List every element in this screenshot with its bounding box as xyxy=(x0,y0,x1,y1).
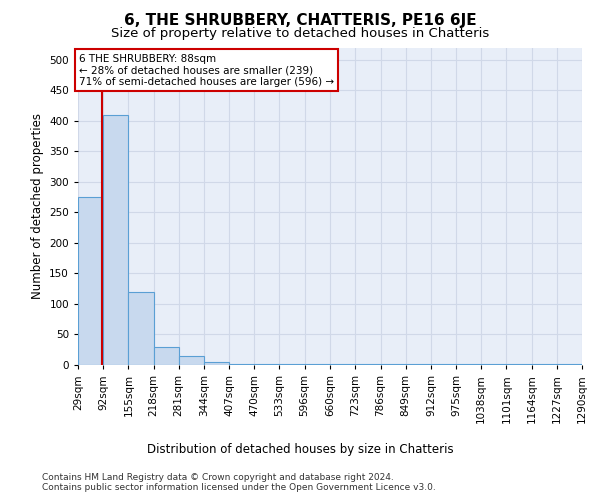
Bar xyxy=(532,364,557,365)
Text: Size of property relative to detached houses in Chatteris: Size of property relative to detached ho… xyxy=(111,28,489,40)
Bar xyxy=(380,364,406,365)
Bar xyxy=(179,356,204,365)
Bar xyxy=(204,362,229,365)
Y-axis label: Number of detached properties: Number of detached properties xyxy=(31,114,44,299)
Bar xyxy=(154,346,179,365)
Bar xyxy=(128,292,154,365)
Text: Contains HM Land Registry data © Crown copyright and database right 2024.
Contai: Contains HM Land Registry data © Crown c… xyxy=(42,472,436,492)
Bar xyxy=(456,364,481,365)
Text: 6, THE SHRUBBERY, CHATTERIS, PE16 6JE: 6, THE SHRUBBERY, CHATTERIS, PE16 6JE xyxy=(124,12,476,28)
Bar xyxy=(481,364,506,365)
Bar xyxy=(355,364,380,365)
Bar xyxy=(305,364,330,365)
Bar xyxy=(254,364,280,365)
Bar xyxy=(280,364,305,365)
Bar xyxy=(229,364,254,365)
Bar xyxy=(431,364,456,365)
Text: 6 THE SHRUBBERY: 88sqm
← 28% of detached houses are smaller (239)
71% of semi-de: 6 THE SHRUBBERY: 88sqm ← 28% of detached… xyxy=(79,54,334,87)
Bar xyxy=(103,114,128,365)
Bar xyxy=(78,197,103,365)
Bar xyxy=(557,364,582,365)
Bar xyxy=(506,364,532,365)
Text: Distribution of detached houses by size in Chatteris: Distribution of detached houses by size … xyxy=(146,442,454,456)
Bar xyxy=(406,364,431,365)
Bar xyxy=(330,364,355,365)
